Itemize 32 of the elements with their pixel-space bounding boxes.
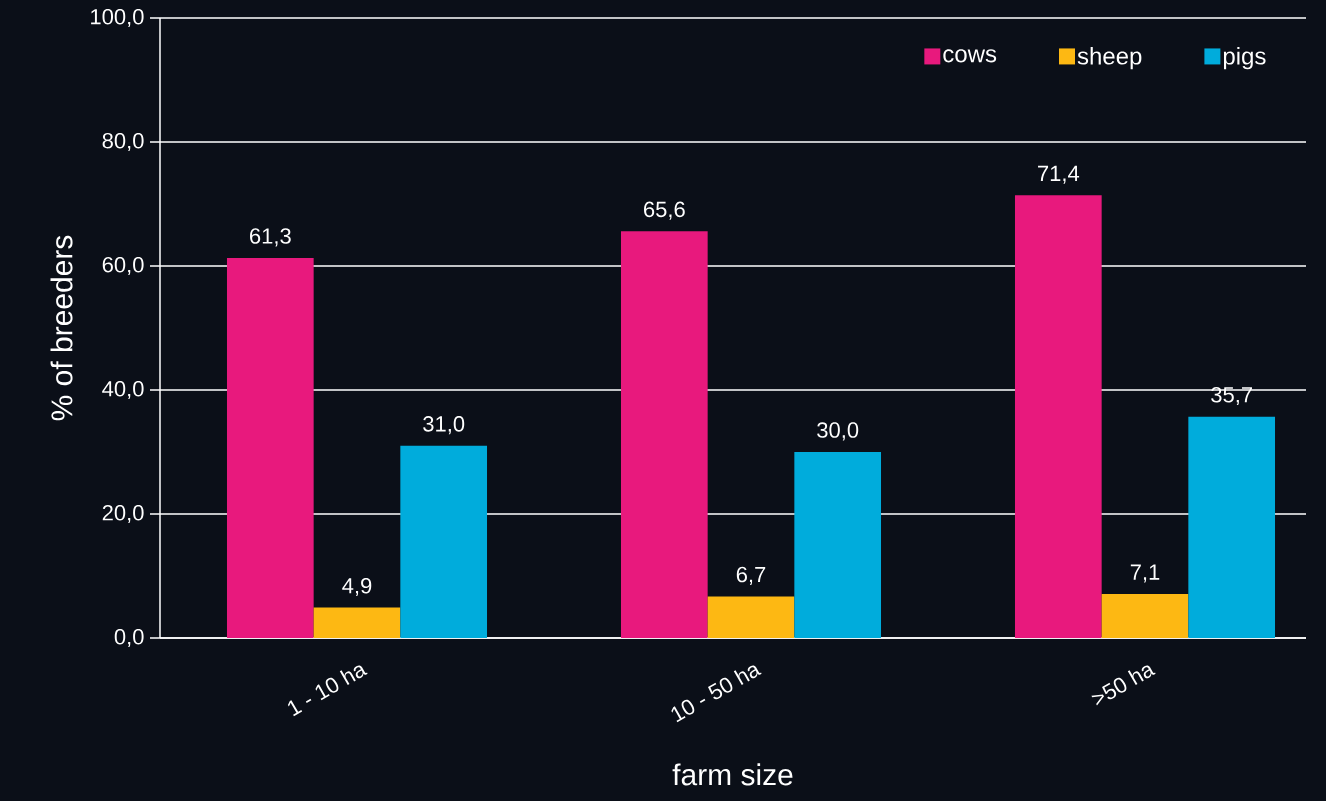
x-tick-label: 10 - 50 ha [671,665,762,723]
data-label: 65,6 [644,201,685,220]
y-axis-title: % of breeders [50,235,73,421]
x-tick-label: 1 - 10 ha [287,665,368,717]
data-label: 30,0 [817,422,859,441]
bar [794,452,882,638]
data-label: 61,3 [250,228,291,247]
data-label: 4,9 [342,577,372,597]
bar [400,445,488,638]
x-axis-title: farm size [672,763,793,786]
y-tick-label: 0,0 [114,628,144,648]
bar [1101,593,1189,638]
y-tick-label: 100,0 [91,8,144,28]
legend-label: sheep [1077,46,1142,70]
bar [707,596,795,638]
y-tick-label: 20,0 [102,504,144,524]
legend-label: cows [943,49,997,63]
data-label: 31,0 [423,416,465,435]
y-tick-label: 80,0 [102,132,144,152]
bar [226,257,314,638]
data-label: 71,4 [1038,165,1080,184]
bar [313,607,401,638]
x-tick-label: >50 ha [1091,665,1156,706]
bar [1188,416,1276,638]
y-tick-label: 60,0 [102,256,144,276]
data-label: 6,7 [736,566,766,585]
legend-label: pigs [1223,46,1266,70]
y-tick-label: 40,0 [102,380,144,400]
bar [620,231,708,638]
data-label: 35,7 [1211,386,1252,406]
data-label: 7,1 [1130,564,1160,583]
bar [1014,195,1102,638]
